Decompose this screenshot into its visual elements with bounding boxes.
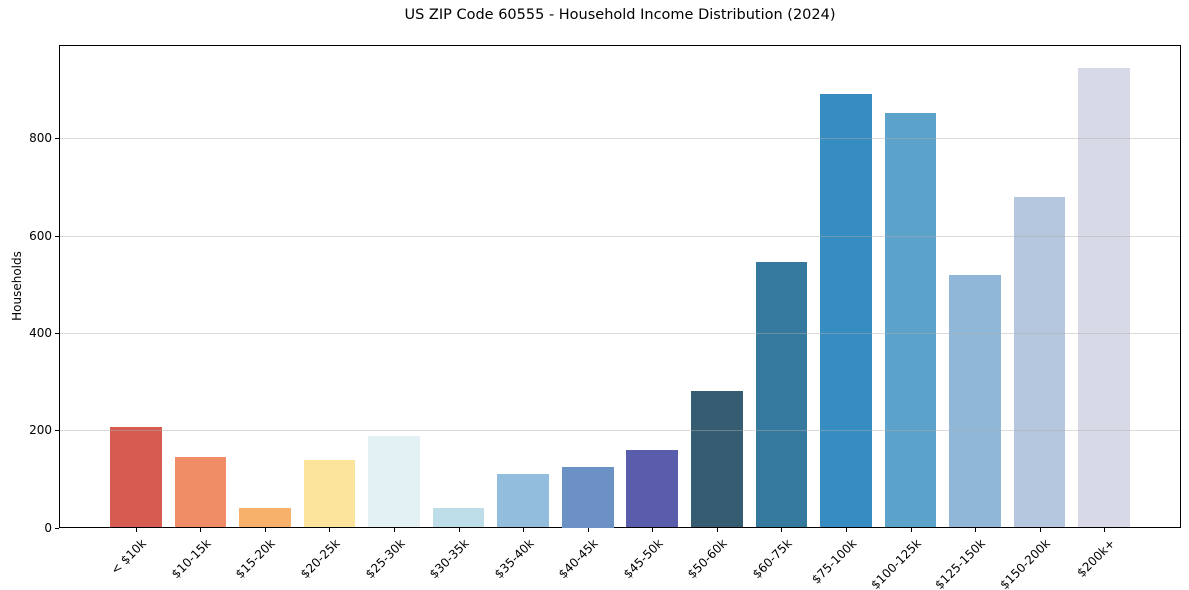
y-tick-mark: [55, 527, 59, 529]
x-tick-label: $30-35k: [426, 536, 472, 582]
bar-$45-50k: [626, 449, 679, 528]
x-tick-mark: [716, 527, 718, 532]
y-tick-label: 0: [44, 520, 52, 535]
x-tick-mark: [652, 527, 654, 532]
chart-title: US ZIP Code 60555 - Household Income Dis…: [404, 7, 836, 23]
y-tick-label: 400: [29, 325, 52, 340]
y-tick-label: 200: [29, 423, 52, 438]
x-tick-mark: [458, 527, 460, 532]
x-tick-label: $60-75k: [749, 536, 795, 582]
bar-$15-20k: [239, 507, 291, 528]
bar-$35-40k: [497, 473, 549, 528]
bar-$10-15k: [174, 456, 227, 528]
x-tick-label: $20-25k: [297, 536, 343, 582]
x-tick-mark: [975, 527, 977, 532]
bar-$200k+: [1078, 67, 1130, 528]
x-tick-label: $35-40k: [491, 536, 537, 582]
x-tick-mark: [1104, 527, 1106, 532]
y-tick-mark: [55, 235, 59, 237]
x-tick-mark: [587, 527, 589, 532]
x-tick-mark: [910, 527, 912, 532]
x-tick-mark: [523, 527, 525, 532]
bar-$30-35k: [432, 507, 485, 528]
x-tick-label: $50-60k: [685, 536, 731, 582]
bar-$100-125k: [884, 112, 937, 528]
bar-$25-30k: [368, 435, 420, 528]
x-tick-label: $25-30k: [362, 536, 408, 582]
bar-$40-45k: [561, 467, 614, 528]
x-tick-mark: [1039, 527, 1041, 532]
x-tick-mark: [394, 527, 396, 532]
gridline-400: [60, 332, 1180, 334]
bar-< $10k: [110, 426, 162, 528]
x-tick-mark: [200, 527, 202, 532]
y-tick-label: 600: [29, 228, 52, 243]
x-tick-mark: [264, 527, 266, 532]
gridline-200: [60, 430, 1180, 432]
gridline-800: [60, 138, 1180, 140]
x-tick-label: $100-125k: [868, 536, 924, 590]
x-tick-label: $40-45k: [556, 536, 601, 582]
x-tick-label: $10-15k: [168, 536, 214, 582]
y-axis-label: Households: [10, 251, 24, 321]
bar-$125-150k: [949, 275, 1001, 528]
bar-$75-100k: [820, 93, 872, 528]
y-tick-label: 800: [29, 131, 52, 146]
x-tick-label: $150-200k: [997, 536, 1053, 590]
x-tick-mark: [135, 527, 137, 532]
y-tick-mark: [55, 332, 59, 334]
x-tick-label: < $10k: [108, 536, 150, 578]
x-tick-label: $45-50k: [620, 536, 666, 582]
gridline-600: [60, 235, 1180, 237]
bar-$150-200k: [1013, 197, 1066, 528]
x-tick-mark: [329, 527, 331, 532]
x-tick-label: $200k+: [1073, 536, 1118, 580]
x-tick-mark: [845, 527, 847, 532]
x-tick-label: $15-20k: [233, 536, 279, 582]
bar-$60-75k: [755, 262, 808, 528]
bar-$20-25k: [303, 460, 356, 528]
bar-$50-60k: [691, 390, 743, 528]
x-tick-label: $125-150k: [932, 536, 989, 590]
x-tick-mark: [781, 527, 783, 532]
y-tick-mark: [55, 430, 59, 432]
plot-area: [59, 45, 1181, 528]
x-tick-label: $75-100k: [808, 536, 860, 587]
y-tick-mark: [55, 138, 59, 140]
